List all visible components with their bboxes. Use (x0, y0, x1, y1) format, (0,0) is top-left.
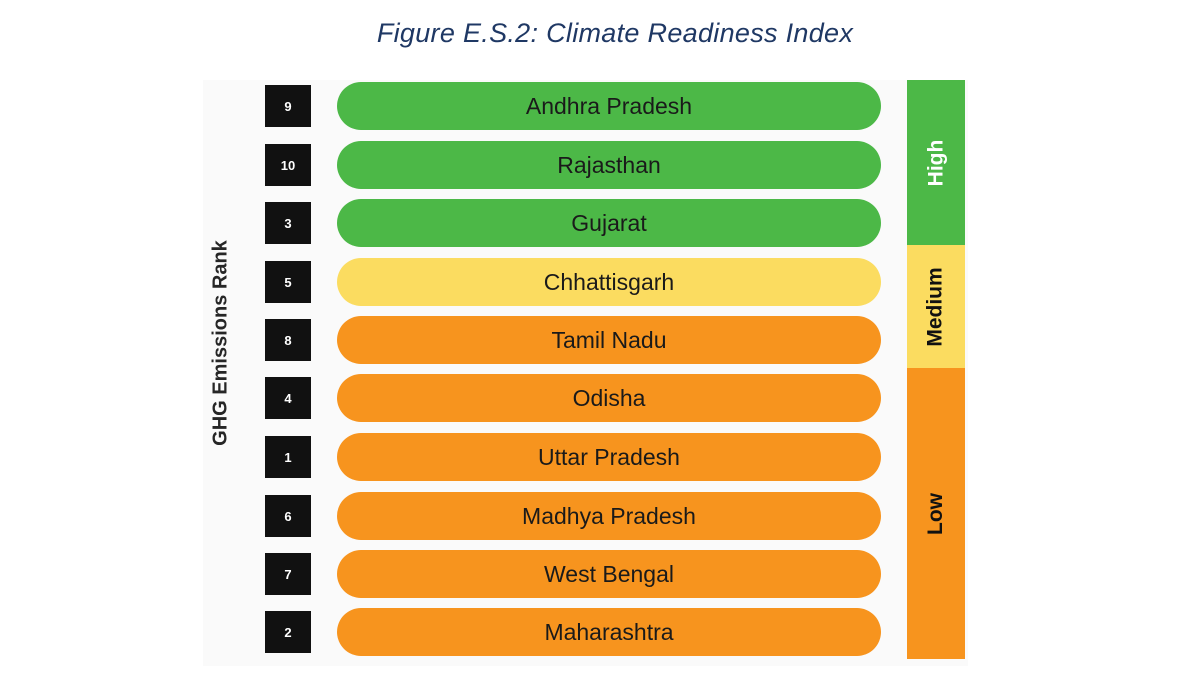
state-row: 4 Odisha (0, 372, 1200, 424)
state-pill: Tamil Nadu (337, 316, 881, 364)
state-pill: Maharashtra (337, 608, 881, 656)
state-pill: Madhya Pradesh (337, 492, 881, 540)
band-label: Medium (924, 266, 947, 347)
ghg-rank-badge: 7 (265, 553, 311, 595)
band-label: Low (924, 492, 947, 535)
state-pill: Andhra Pradesh (337, 82, 881, 130)
ghg-rank-badge: 4 (265, 377, 311, 419)
state-row: 3 Gujarat (0, 197, 1200, 249)
figure-title: Figure E.S.2: Climate Readiness Index (376, 18, 854, 48)
ghg-rank-badge: 10 (265, 144, 311, 186)
band-medium: Medium (907, 245, 965, 368)
state-row: 9 Andhra Pradesh (0, 80, 1200, 132)
state-row: 7 West Bengal (0, 548, 1200, 600)
state-pill: Rajasthan (337, 141, 881, 189)
band-high: High (907, 80, 965, 245)
state-pill: Chhattisgarh (337, 258, 881, 306)
band-label: High (924, 139, 947, 186)
state-pill: Gujarat (337, 199, 881, 247)
state-pill: Uttar Pradesh (337, 433, 881, 481)
state-row: 1 Uttar Pradesh (0, 431, 1200, 483)
state-pill: West Bengal (337, 550, 881, 598)
ghg-rank-badge: 5 (265, 261, 311, 303)
state-row: 10 Rajasthan (0, 139, 1200, 191)
ghg-rank-badge: 9 (265, 85, 311, 127)
ghg-rank-badge: 3 (265, 202, 311, 244)
ghg-rank-badge: 1 (265, 436, 311, 478)
ghg-rank-badge: 8 (265, 319, 311, 361)
ghg-rank-badge: 6 (265, 495, 311, 537)
state-row: 5 Chhattisgarh (0, 256, 1200, 308)
band-low: Low (907, 368, 965, 659)
state-row: 2 Maharashtra (0, 606, 1200, 658)
state-row: 6 Madhya Pradesh (0, 490, 1200, 542)
state-row: 8 Tamil Nadu (0, 314, 1200, 366)
state-pill: Odisha (337, 374, 881, 422)
ghg-rank-badge: 2 (265, 611, 311, 653)
